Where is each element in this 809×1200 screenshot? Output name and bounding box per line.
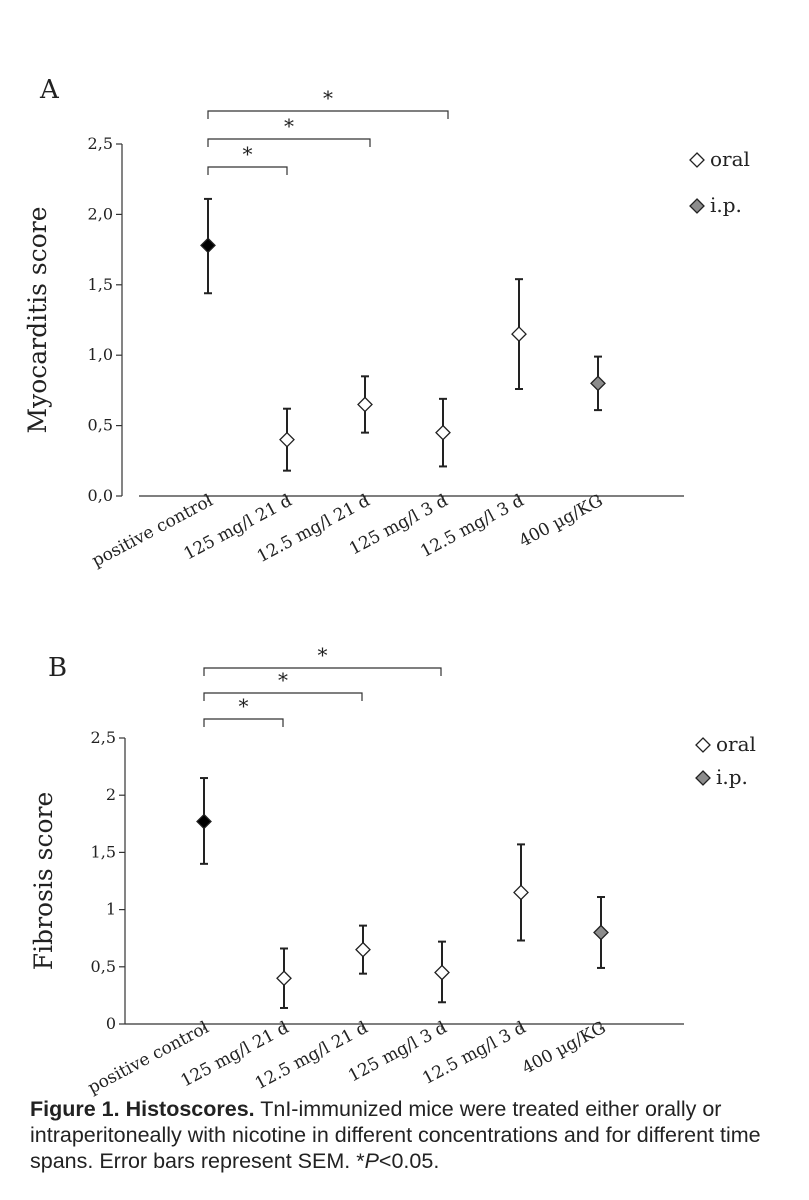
caption-label: Figure 1. Histoscores. <box>30 1097 255 1121</box>
y-tick-label: 2,5 <box>91 728 116 747</box>
significance-bracket <box>203 692 363 701</box>
data-point-open <box>279 431 295 448</box>
panel-letter: A <box>39 75 60 105</box>
significance-star: * <box>323 86 333 110</box>
caption-p-symbol: P <box>364 1149 379 1173</box>
data-point-open <box>511 326 527 342</box>
significance-bracket <box>207 166 288 175</box>
y-axis-title: Fibrosis score <box>29 792 58 971</box>
y-tick-label: 0,5 <box>88 416 113 435</box>
data-point-filled <box>196 813 212 830</box>
significance-star: * <box>243 142 253 166</box>
data-point-open <box>434 964 450 981</box>
panel-letter: B <box>48 653 67 683</box>
caption-p-threshold: <0.05. <box>378 1149 440 1173</box>
x-category-label: 400 µg/KG <box>519 1018 609 1079</box>
significance-star: * <box>278 668 288 692</box>
significance-bracket <box>207 110 449 119</box>
data-point-open <box>357 396 373 413</box>
significance-bracket <box>203 718 284 727</box>
y-tick-label: 1,5 <box>88 275 113 294</box>
significance-bracket <box>203 667 442 676</box>
data-point-open <box>435 424 451 441</box>
data-point-gray <box>593 924 609 941</box>
significance-star: * <box>318 643 328 667</box>
y-axis-title: Myocarditis score <box>23 206 52 433</box>
y-tick-label: 1 <box>106 900 116 919</box>
y-tick-label: 0,0 <box>88 486 113 505</box>
data-point-filled <box>200 237 216 254</box>
y-tick-label: 2,0 <box>88 204 113 223</box>
legend-marker-open <box>689 152 705 168</box>
figure-caption: Figure 1. Histoscores. TnI-immunized mic… <box>30 1096 780 1174</box>
legend-marker-open <box>695 737 711 753</box>
y-tick-label: 1,0 <box>88 345 113 364</box>
significance-star: * <box>284 114 294 138</box>
legend-label: oral <box>710 147 750 171</box>
significance-bracket <box>207 138 371 147</box>
legend-marker-gray <box>695 770 711 786</box>
caption-text: TnI-immunized mice were treated either o… <box>30 1097 761 1173</box>
y-tick-label: 1,5 <box>91 842 116 861</box>
legend-label: i.p. <box>716 765 748 789</box>
y-tick-label: 2,5 <box>88 134 113 153</box>
legend-label: i.p. <box>710 193 742 217</box>
y-tick-label: 0,5 <box>91 957 116 976</box>
y-tick-label: 2 <box>106 785 116 804</box>
legend-label: oral <box>716 732 756 756</box>
y-tick-label: 0 <box>106 1014 116 1033</box>
data-point-open <box>355 941 371 958</box>
significance-star: * <box>239 694 249 718</box>
legend-marker-gray <box>689 198 705 214</box>
data-point-gray <box>590 375 606 392</box>
data-point-open <box>276 970 292 987</box>
data-point-open <box>513 884 529 901</box>
x-category-label: 400 µg/KG <box>516 491 606 552</box>
